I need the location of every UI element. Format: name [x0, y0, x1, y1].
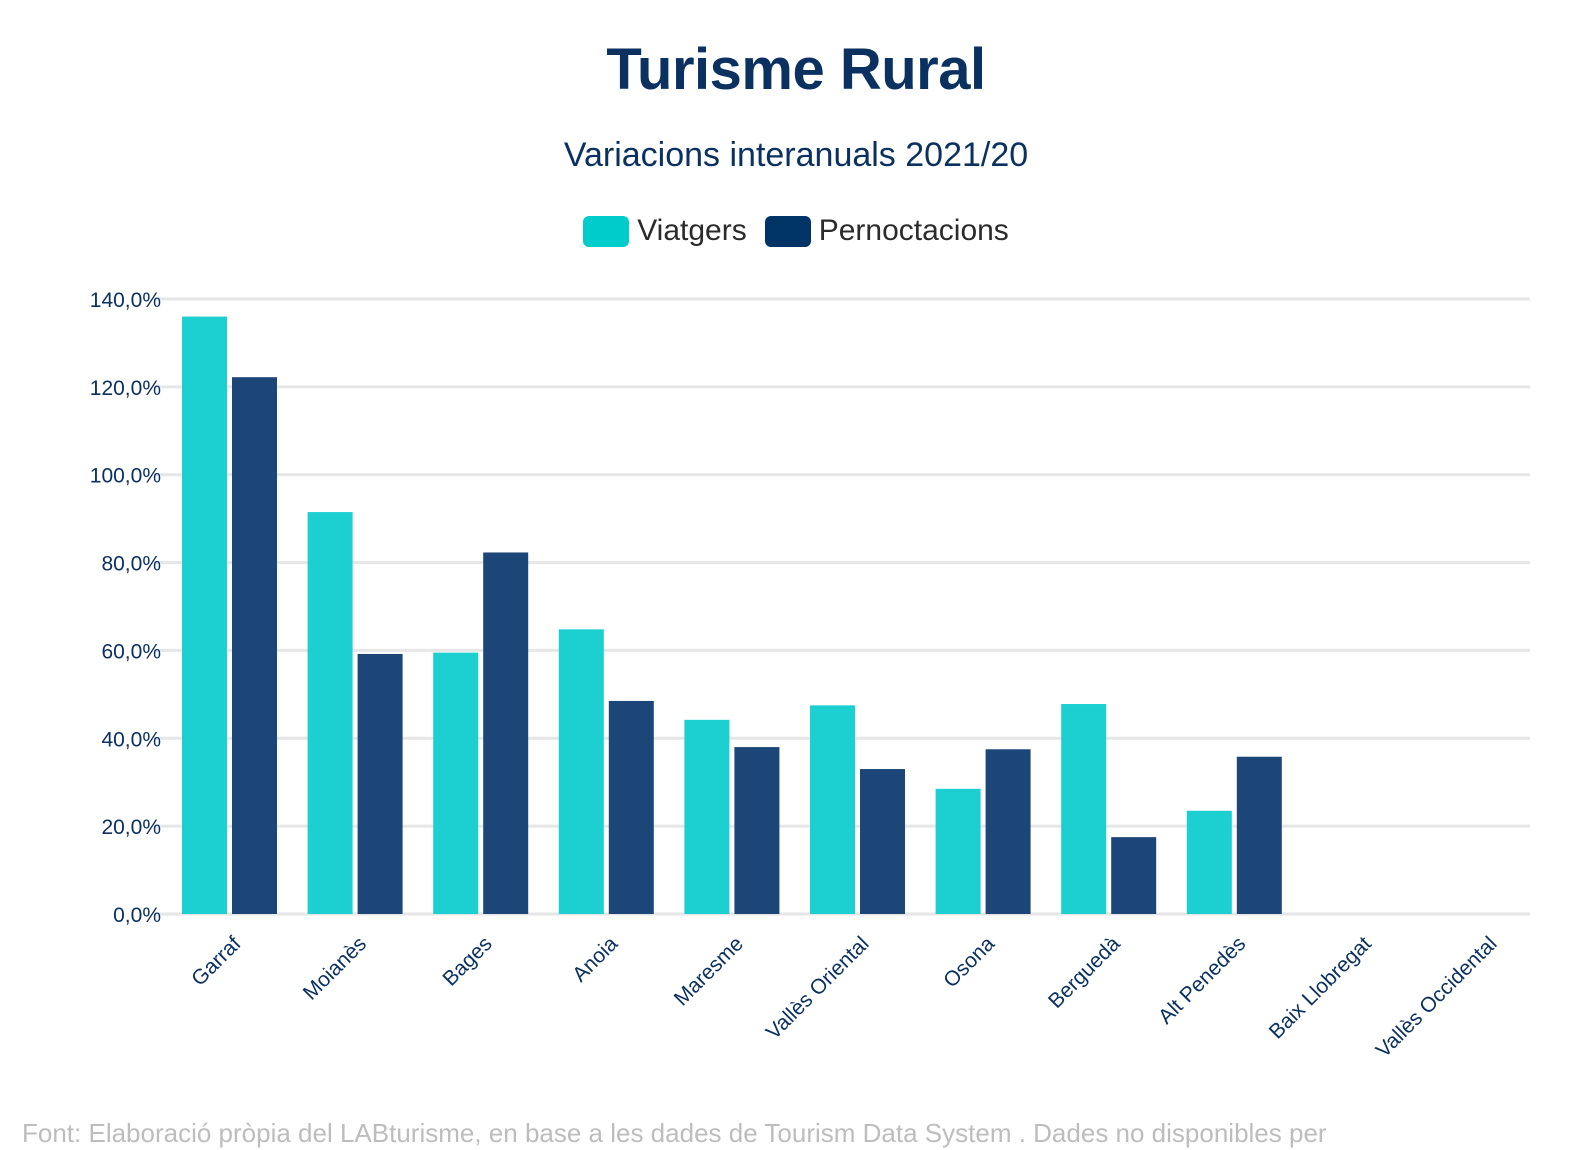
bar-viatgers — [935, 788, 981, 914]
x-tick-label: Osona — [939, 932, 999, 992]
bar-viatgers — [558, 629, 604, 914]
legend-item-pernoctacions[interactable]: Pernoctacions — [764, 214, 1009, 248]
x-tick-label: Vallès Oriental — [762, 932, 874, 1044]
legend-swatch-pernoctacions — [764, 215, 811, 247]
bar-viatgers — [684, 719, 730, 914]
bar-chart: 0,0% 20,0% 40,0% 60,0% 80,0% 100,0% 120,0% 140,… — [90, 289, 1530, 1062]
bar-pernoctacions — [608, 700, 654, 914]
legend: Viatgers Pernoctacions — [0, 214, 1592, 248]
bar-viatgers — [182, 316, 227, 915]
bar-viatgers — [810, 705, 855, 914]
x-tick-label: Anoia — [568, 932, 622, 986]
legend-swatch-viatgers — [583, 215, 630, 247]
bar-pernoctacions — [734, 747, 780, 914]
chart-subtitle: Variacions interanuals 2021/20 — [563, 136, 1029, 174]
bar-pernoctacions — [1236, 756, 1282, 914]
x-tick-label: Baix Llobregat — [1265, 932, 1376, 1043]
x-tick-label: Bages — [438, 932, 496, 990]
y-tick-label: 20,0% — [101, 816, 161, 839]
y-tick-label: 140,0% — [90, 289, 161, 312]
bar-pernoctacions — [1111, 837, 1157, 914]
legend-label-viatgers: Viatgers — [637, 214, 747, 247]
bar-pernoctacions — [357, 653, 403, 914]
chart-title: Turisme Rural — [606, 37, 986, 102]
bar-pernoctacions — [985, 749, 1031, 914]
bar-viatgers — [433, 652, 479, 914]
y-tick-label: 60,0% — [101, 640, 161, 663]
source-footnote: Font: Elaboració pròpia del LABturisme, … — [22, 1118, 1327, 1148]
y-tick-label: 0,0% — [113, 904, 161, 927]
y-tick-label: 100,0% — [90, 465, 161, 488]
legend-item-viatgers[interactable]: Viatgers — [583, 214, 747, 248]
x-tick-label: Alt Penedès — [1154, 932, 1250, 1028]
legend-label-pernoctacions: Pernoctacions — [818, 214, 1009, 247]
y-tick-label: 120,0% — [90, 377, 161, 400]
x-tick-label: Berguedà — [1044, 932, 1125, 1013]
bar-viatgers — [1186, 810, 1232, 914]
bar-pernoctacions — [232, 377, 277, 914]
y-tick-label: 40,0% — [101, 728, 161, 751]
bar-viatgers — [1061, 704, 1107, 914]
x-tick-label: Moianès — [299, 932, 371, 1004]
x-tick-label: Maresme — [670, 932, 748, 1010]
y-tick-label: 80,0% — [101, 553, 161, 576]
x-tick-label: Garraf — [187, 932, 245, 990]
x-tick-label: Vallès Occidental — [1372, 932, 1502, 1062]
bar-viatgers — [307, 512, 353, 914]
bar-pernoctacions — [860, 769, 905, 914]
bar-pernoctacions — [483, 552, 529, 914]
